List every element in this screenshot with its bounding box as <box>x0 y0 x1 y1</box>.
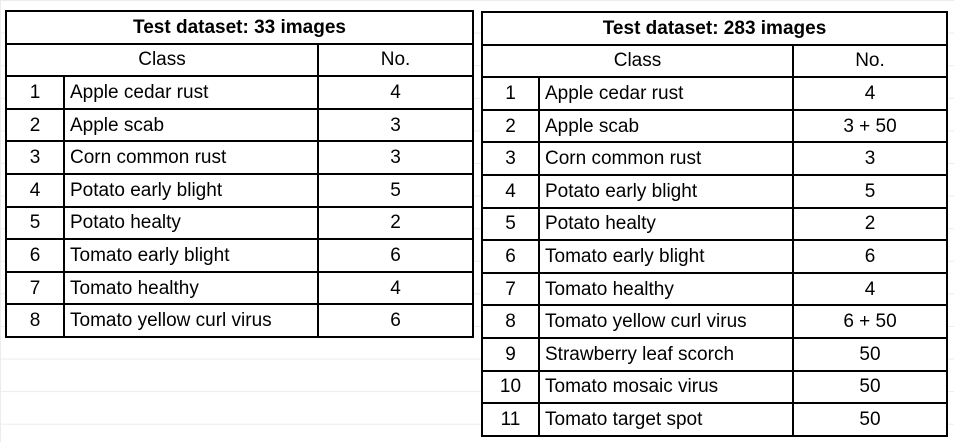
class-name-cell: Corn common rust <box>63 140 319 175</box>
image-count-cell: 3 + 50 <box>792 108 948 144</box>
row-number-cell: 1 <box>5 75 65 110</box>
class-name-cell: Potato healty <box>63 205 319 241</box>
test-dataset-table-left: Test dataset: 33 images Class No. 1 Apple… <box>4 10 475 338</box>
class-name-cell: Potato healty <box>538 206 794 242</box>
class-name-cell: Tomato mosaic virus <box>538 369 794 405</box>
table-row: 5 Potato healty 2 <box>481 206 948 242</box>
row-number-cell: 9 <box>481 336 540 372</box>
class-name-cell: Apple scab <box>538 108 794 144</box>
class-name-cell: Tomato target spot <box>538 402 794 437</box>
image-count-cell: 50 <box>792 369 948 405</box>
table-row: 4 Potato early blight 5 <box>481 173 948 209</box>
table-body: 1 Apple cedar rust 4 2 Apple scab 3 3 Corn comm… <box>5 75 475 338</box>
row-number-cell: 6 <box>481 239 540 274</box>
image-count-cell: 5 <box>792 173 948 209</box>
row-number-cell: 7 <box>481 271 540 307</box>
image-count-cell: 6 <box>316 238 475 273</box>
image-count-cell: 6 <box>792 239 948 274</box>
class-name-cell: Potato early blight <box>63 172 319 208</box>
table-row: 2 Apple scab 3 <box>5 107 475 143</box>
column-header-count: No. <box>316 42 475 78</box>
row-number-cell: 8 <box>5 303 65 338</box>
image-count-cell: 3 <box>316 140 475 175</box>
table-row: 10 Tomato mosaic virus 50 <box>481 369 948 405</box>
table-row: 11 Tomato target spot 50 <box>481 402 948 437</box>
column-header-class: Class <box>481 43 794 79</box>
image-count-cell: 4 <box>316 270 475 306</box>
image-count-cell: 5 <box>316 172 475 208</box>
table-body: 1 Apple cedar rust 4 2 Apple scab 3 + 50 3 Corn… <box>481 76 948 437</box>
image-count-cell: 3 <box>792 141 948 176</box>
table-title: Test dataset: 33 images <box>4 10 475 45</box>
row-number-cell: 10 <box>481 369 540 405</box>
table-row: 8 Tomato yellow curl virus 6 <box>5 303 475 338</box>
class-name-cell: Strawberry leaf scorch <box>538 336 794 372</box>
class-name-cell: Tomato early blight <box>63 238 319 273</box>
table-row: 1 Apple cedar rust 4 <box>481 76 948 111</box>
row-number-cell: 5 <box>481 206 540 242</box>
row-number-cell: 8 <box>481 304 540 339</box>
image-count-cell: 50 <box>792 336 948 372</box>
row-number-cell: 2 <box>481 108 540 144</box>
table-row: 4 Potato early blight 5 <box>5 172 475 208</box>
class-name-cell: Tomato yellow curl virus <box>63 303 319 338</box>
row-number-cell: 11 <box>481 402 540 437</box>
column-header-count: No. <box>792 43 948 79</box>
table-row: 2 Apple scab 3 + 50 <box>481 108 948 144</box>
table-row: 5 Potato healty 2 <box>5 205 475 241</box>
table-row: 7 Tomato healthy 4 <box>5 270 475 306</box>
class-name-cell: Tomato healthy <box>538 271 794 307</box>
image-count-cell: 50 <box>792 402 948 437</box>
image-count-cell: 2 <box>792 206 948 242</box>
row-number-cell: 5 <box>5 205 65 241</box>
image-count-cell: 3 <box>316 107 475 143</box>
class-name-cell: Tomato healthy <box>63 270 319 306</box>
row-number-cell: 7 <box>5 270 65 306</box>
image-count-cell: 6 + 50 <box>792 304 948 339</box>
table-row: 9 Strawberry leaf scorch 50 <box>481 336 948 372</box>
row-number-cell: 2 <box>5 107 65 143</box>
table-row: 3 Corn common rust 3 <box>481 141 948 176</box>
class-name-cell: Corn common rust <box>538 141 794 176</box>
table-row: 1 Apple cedar rust 4 <box>5 75 475 110</box>
image-count-cell: 2 <box>316 205 475 241</box>
table-row: 8 Tomato yellow curl virus 6 + 50 <box>481 304 948 339</box>
table-row: 6 Tomato early blight 6 <box>481 239 948 274</box>
column-header-class: Class <box>5 42 319 78</box>
row-number-cell: 3 <box>5 140 65 175</box>
table-row: 7 Tomato healthy 4 <box>481 271 948 307</box>
row-number-cell: 4 <box>5 172 65 208</box>
image-count-cell: 4 <box>792 76 948 111</box>
image-count-cell: 4 <box>316 75 475 110</box>
table-row: 3 Corn common rust 3 <box>5 140 475 175</box>
class-name-cell: Apple cedar rust <box>538 76 794 111</box>
row-number-cell: 4 <box>481 173 540 209</box>
class-name-cell: Apple cedar rust <box>63 75 319 110</box>
class-name-cell: Tomato early blight <box>538 239 794 274</box>
class-name-cell: Tomato yellow curl virus <box>538 304 794 339</box>
image-count-cell: 6 <box>316 303 475 338</box>
table-row: 6 Tomato early blight 6 <box>5 238 475 273</box>
class-name-cell: Potato early blight <box>538 173 794 209</box>
class-name-cell: Apple scab <box>63 107 319 143</box>
image-count-cell: 4 <box>792 271 948 307</box>
row-number-cell: 3 <box>481 141 540 176</box>
table-title: Test dataset: 283 images <box>481 11 948 46</box>
test-dataset-table-right: Test dataset: 283 images Class No. 1 Appl… <box>481 11 948 437</box>
row-number-cell: 1 <box>481 76 540 111</box>
row-number-cell: 6 <box>5 238 65 273</box>
